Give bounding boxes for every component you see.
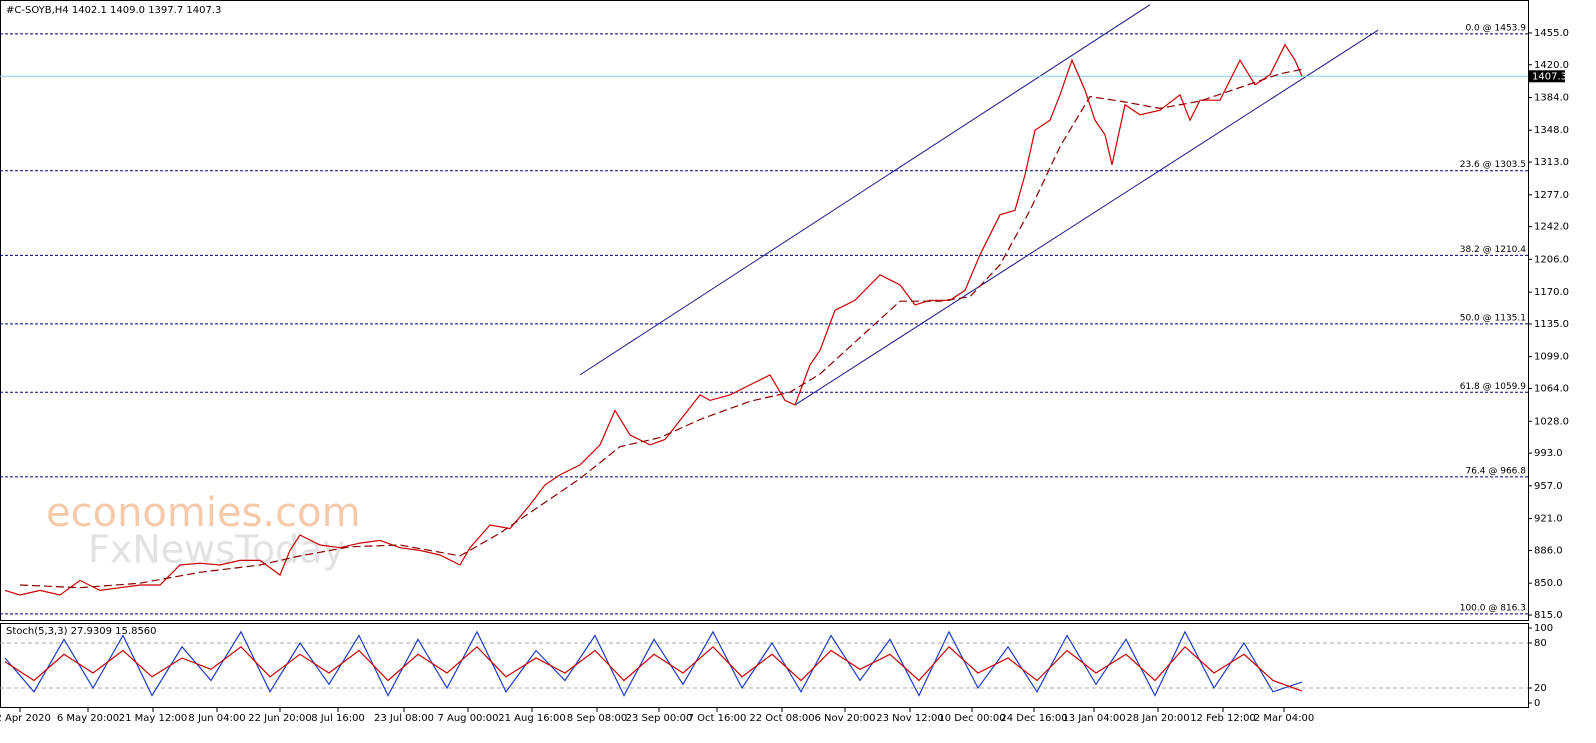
stoch-frame xyxy=(0,623,1529,708)
level-label: 100.0 @ 816.3 xyxy=(1460,603,1526,613)
y-tick-label: 957.0 xyxy=(1534,481,1563,492)
level-label: 50.0 @ 1135.1 xyxy=(1460,313,1526,323)
x-tick-label: 21 May 12:00 xyxy=(119,713,188,724)
level-label: 61.8 @ 1059.9 xyxy=(1460,382,1527,392)
x-tick-label: 13 Jan 04:00 xyxy=(1062,713,1125,724)
y-tick-label: 993.0 xyxy=(1534,448,1563,459)
level-label: 38.2 @ 1210.4 xyxy=(1460,245,1527,255)
x-tick-label: 12 Feb 12:00 xyxy=(1190,713,1256,724)
y-tick-label: 1242.0 xyxy=(1534,222,1569,233)
x-tick-label: 8 Jun 04:00 xyxy=(188,713,245,724)
y-tick-label: 80 xyxy=(1534,638,1547,649)
y-tick-label: 1384.0 xyxy=(1534,92,1569,103)
x-tick-label: 22 Oct 08:00 xyxy=(749,713,814,724)
y-tick-label: 1135.0 xyxy=(1534,319,1569,330)
x-tick-label: 2 Mar 04:00 xyxy=(1254,713,1314,724)
y-tick-label: 921.0 xyxy=(1534,514,1563,525)
x-tick-label: 23 Nov 12:00 xyxy=(876,713,943,724)
y-tick-label: 1064.0 xyxy=(1534,384,1569,395)
channel-line xyxy=(579,4,1151,376)
x-tick-label: 21 Aug 16:00 xyxy=(498,713,565,724)
x-tick-label: 7 Oct 16:00 xyxy=(688,713,747,724)
stoch-title: Stoch(5,3,3) 27.9309 15.8560 xyxy=(6,626,157,637)
x-tick-label: 22 Jun 20:00 xyxy=(248,713,312,724)
x-tick-label: 10 Dec 00:00 xyxy=(938,713,1005,724)
x-tick-label: 6 May 20:00 xyxy=(57,713,119,724)
y-tick-label: 1455.0 xyxy=(1534,28,1569,39)
y-tick-label: 20 xyxy=(1534,683,1547,694)
x-tick-label: 8 Sep 08:00 xyxy=(567,713,627,724)
y-tick-label: 0 xyxy=(1534,698,1540,709)
level-label: 0.0 @ 1453.9 xyxy=(1465,23,1526,33)
y-tick-label: 1028.0 xyxy=(1534,416,1569,427)
main-frame xyxy=(0,0,1529,621)
y-tick-label: 886.0 xyxy=(1534,545,1563,556)
level-label: 76.4 @ 966.8 xyxy=(1465,466,1526,476)
y-tick-label: 1313.0 xyxy=(1534,157,1569,168)
series-line xyxy=(4,630,1303,697)
x-tick-label: 24 Dec 16:00 xyxy=(1000,713,1067,724)
y-tick-label: 850.0 xyxy=(1534,578,1563,589)
channel-line xyxy=(794,29,1379,406)
last-price-box xyxy=(1529,70,1565,83)
y-tick-label: 1170.0 xyxy=(1534,287,1569,298)
x-tick-label: 22 Apr 2020 xyxy=(0,713,51,724)
last-price-label: 1407.3 xyxy=(1532,71,1567,82)
x-tick-label: 7 Aug 00:00 xyxy=(437,713,498,724)
x-tick-label: 28 Jan 20:00 xyxy=(1126,713,1189,724)
watermark: economies.com xyxy=(46,490,361,536)
x-tick-label: 23 Jul 08:00 xyxy=(374,713,434,724)
x-tick-label: 8 Jul 16:00 xyxy=(311,713,365,724)
y-tick-label: 100 xyxy=(1534,623,1553,634)
series-line xyxy=(4,43,1303,596)
x-tick-label: 23 Sep 00:00 xyxy=(626,713,693,724)
series-line xyxy=(19,68,1303,589)
chart-title: #C-SOYB,H4 1402.1 1409.0 1397.7 1407.3 xyxy=(6,5,221,16)
y-tick-label: 1420.0 xyxy=(1534,60,1569,71)
y-tick-label: 1277.0 xyxy=(1534,190,1569,201)
series-line xyxy=(4,645,1303,692)
y-tick-label: 815.0 xyxy=(1534,610,1563,621)
level-label: 23.6 @ 1303.5 xyxy=(1460,160,1526,170)
y-tick-label: 1206.0 xyxy=(1534,254,1569,265)
y-tick-label: 1348.0 xyxy=(1534,125,1569,136)
y-tick-label: 1099.0 xyxy=(1534,352,1569,363)
x-tick-label: 6 Nov 20:00 xyxy=(814,713,875,724)
